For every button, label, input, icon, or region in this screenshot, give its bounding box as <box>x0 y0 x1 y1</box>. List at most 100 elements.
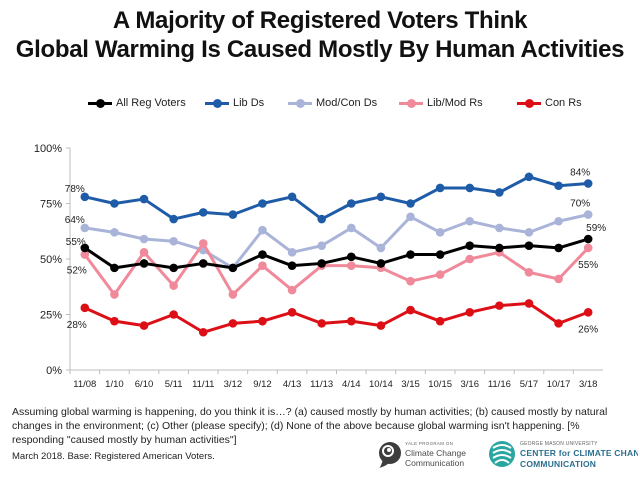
data-label-lib-mod-rs: 55% <box>578 260 598 271</box>
y-tick-label: 50% <box>40 254 62 266</box>
data-point-con-rs <box>554 319 563 328</box>
survey-question: Assuming global warming is happening, do… <box>12 406 608 446</box>
legend-item-lib-ds: Lib Ds <box>205 95 264 111</box>
legend-swatch-mod-con-ds <box>288 96 312 110</box>
data-point-all-reg-voters <box>317 259 326 268</box>
data-point-all-reg-voters <box>228 263 238 273</box>
data-point-mod-con-ds <box>554 216 563 226</box>
data-point-mod-con-ds <box>524 228 534 237</box>
ypcc-logo-small-text: YALE PROGRAM ON <box>405 441 453 446</box>
data-point-lib-ds <box>376 192 386 202</box>
chart-title: A Majority of Registered Voters Think Gl… <box>0 6 640 64</box>
data-point-mod-con-ds <box>495 223 504 233</box>
legend-swatch-con-rs <box>517 96 541 110</box>
series-line-lib-ds <box>84 175 589 221</box>
legend-swatch-all-reg-voters <box>88 96 112 110</box>
data-point-mod-con-ds <box>169 236 178 246</box>
data-point-con-rs <box>376 321 386 330</box>
data-point-all-reg-voters <box>583 234 593 244</box>
gmu-logo-small-text: GEORGE MASON UNIVERSITY <box>520 441 598 447</box>
data-point-all-reg-voters <box>435 250 445 259</box>
data-point-mod-con-ds <box>110 228 119 237</box>
data-point-lib-mod-rs <box>554 274 563 284</box>
x-tick-label: 4/13 <box>283 379 302 390</box>
data-point-lib-ds <box>317 214 326 224</box>
x-tick-label: 11/16 <box>488 379 511 390</box>
series-line-all-reg-voters <box>83 237 589 270</box>
data-point-mod-con-ds <box>317 241 326 250</box>
data-point-lib-ds <box>110 199 119 208</box>
data-point-all-reg-voters <box>406 250 415 259</box>
data-point-lib-ds <box>228 210 238 219</box>
data-point-lib-ds <box>139 194 149 204</box>
data-point-con-rs <box>139 321 149 330</box>
x-tick-label: 11/11 <box>192 379 214 390</box>
legend-label-lib-mod-rs: Lib/Mod Rs <box>427 97 483 109</box>
data-point-lib-mod-rs <box>583 243 593 253</box>
legend-swatch-lib-ds <box>205 96 229 110</box>
data-point-con-rs <box>435 316 445 326</box>
x-tick-label: 3/16 <box>461 379 480 390</box>
x-tick-label: 5/11 <box>165 379 183 390</box>
data-point-con-rs <box>583 307 593 317</box>
ypcc-logo: YALE PROGRAM ON Climate Change Communica… <box>379 441 466 468</box>
data-point-con-rs <box>347 316 356 326</box>
x-tick-label: 3/18 <box>579 379 598 390</box>
data-point-lib-mod-rs <box>258 261 267 270</box>
data-point-lib-mod-rs <box>287 285 297 295</box>
data-point-all-reg-voters <box>524 241 534 250</box>
legend-label-all-reg-voters: All Reg Voters <box>116 97 186 109</box>
data-point-con-rs <box>110 316 119 326</box>
legend-item-con-rs: Con Rs <box>517 95 582 111</box>
data-point-con-rs <box>524 299 534 308</box>
series-line-lib-mod-rs <box>83 241 590 297</box>
legend-item-all-reg-voters: All Reg Voters <box>88 95 186 111</box>
data-point-con-rs <box>258 316 267 326</box>
y-tick-label: 0% <box>46 365 62 377</box>
data-point-lib-ds <box>495 188 504 197</box>
chart-title-line-1: A Majority of Registered Voters Think <box>112 7 528 34</box>
data-point-all-reg-voters <box>198 259 208 268</box>
data-point-lib-ds <box>524 172 534 182</box>
data-point-con-rs <box>228 319 238 328</box>
data-point-con-rs <box>198 327 208 337</box>
x-tick-label: 10/17 <box>547 379 571 390</box>
data-point-lib-mod-rs <box>228 290 238 299</box>
data-label-lib-ds: 78% <box>65 184 85 195</box>
data-label-con-rs: 28% <box>67 320 87 331</box>
data-label-mod-con-ds: 70% <box>570 199 590 210</box>
data-point-mod-con-ds <box>583 210 593 219</box>
data-point-all-reg-voters <box>169 263 178 273</box>
x-tick-label: 3/12 <box>224 379 243 390</box>
x-tick-label: 3/15 <box>401 379 420 390</box>
series-line-con-rs <box>84 301 589 334</box>
data-point-all-reg-voters <box>80 243 90 253</box>
data-point-lib-ds <box>258 199 267 208</box>
data-point-lib-ds <box>465 183 475 193</box>
line-chart: 0% 25% 50% 75% 100% 11/08 1/10 6/10 5/11 11/11 3/1… <box>34 143 606 390</box>
data-point-all-reg-voters <box>465 241 475 250</box>
data-point-lib-ds <box>554 181 563 191</box>
data-point-mod-con-ds <box>376 243 386 253</box>
data-point-lib-mod-rs <box>169 281 178 290</box>
data-point-lib-ds <box>583 179 593 188</box>
y-tick-label: 100% <box>34 143 62 155</box>
data-point-mod-con-ds <box>139 234 149 244</box>
chart-title-line-2: Global Warming Is Caused Mostly By Human… <box>15 36 625 63</box>
legend-label-con-rs: Con Rs <box>545 97 582 109</box>
data-point-lib-ds <box>287 192 297 202</box>
chart-legend: All Reg Voters Lib Ds Mod/Con Ds Lib/Mod… <box>88 95 628 111</box>
x-tick-label: 11/13 <box>310 379 333 390</box>
ypcc-logo-mark <box>379 442 401 468</box>
ypcc-logo-line-2: Communication <box>405 458 464 468</box>
data-point-mod-con-ds <box>80 223 90 233</box>
data-point-con-rs <box>287 307 297 317</box>
data-point-lib-ds <box>406 199 415 208</box>
x-tick-label: 4/14 <box>342 379 361 390</box>
legend-label-mod-con-ds: Mod/Con Ds <box>316 97 378 109</box>
x-tick-label: 11/08 <box>73 379 96 390</box>
x-tick-label: 10/15 <box>428 379 452 390</box>
data-point-lib-mod-rs <box>435 270 445 279</box>
data-point-all-reg-voters <box>376 259 386 268</box>
legend-swatch-lib-mod-rs <box>399 96 423 110</box>
